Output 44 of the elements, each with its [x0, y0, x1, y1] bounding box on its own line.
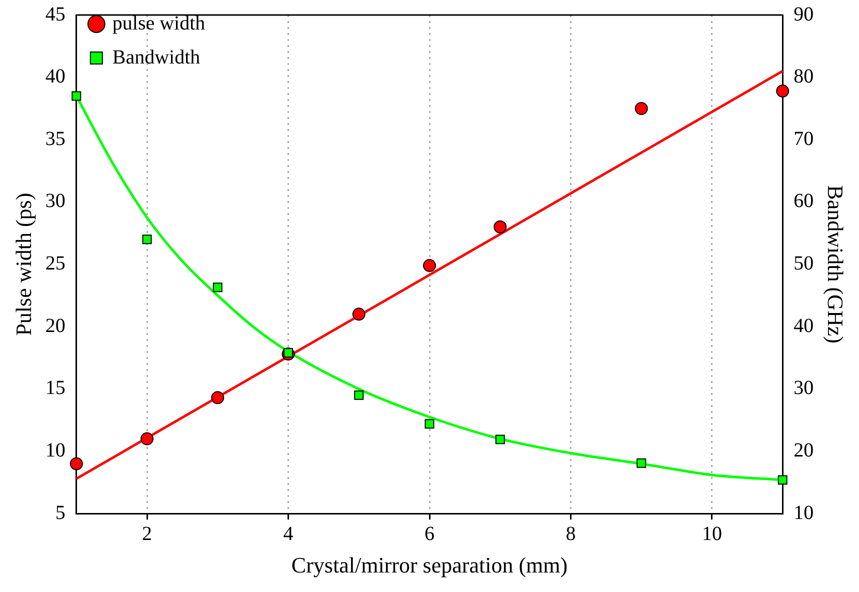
- point: [495, 434, 505, 444]
- y2-tick-label: 90: [794, 3, 814, 26]
- point: [70, 457, 83, 470]
- x-tick-label: 10: [702, 522, 722, 545]
- point: [354, 390, 364, 400]
- x-tick-label: 4: [283, 522, 294, 545]
- y2-axis-title: Bandwidth (GHz): [823, 185, 848, 344]
- y2-tick-label: 20: [794, 440, 814, 462]
- x-tick-label: 8: [566, 522, 576, 545]
- y2-tick-label: 50: [794, 252, 814, 275]
- point: [142, 234, 152, 244]
- y2-tick-label: 60: [794, 190, 814, 212]
- point: [636, 458, 646, 468]
- y2-tick-label: 70: [794, 128, 814, 150]
- point: [352, 308, 366, 321]
- point: [212, 282, 222, 292]
- y2-tick-label: 80: [794, 66, 814, 88]
- y-tick-label: 45: [45, 3, 66, 26]
- point: [72, 91, 82, 101]
- point: [423, 259, 436, 272]
- point: [494, 220, 507, 234]
- y2-tick-label: 10: [794, 502, 814, 524]
- y-tick-label: 20: [45, 314, 66, 337]
- y-axis-title: Pulse width (ps): [10, 192, 36, 336]
- x-axis-title: Crystal/mirror separation (mm): [291, 552, 568, 578]
- x-tick-label: 2: [142, 522, 152, 545]
- point: [211, 391, 224, 404]
- y-tick-label: 5: [55, 502, 66, 524]
- y2-tick-label: 40: [794, 314, 814, 337]
- y-tick-label: 35: [45, 128, 66, 150]
- y-tick-label: 40: [45, 66, 66, 88]
- y2-tick-label: 30: [794, 377, 814, 400]
- point: [140, 432, 154, 446]
- y-tick-label: 15: [45, 377, 66, 400]
- point: [634, 102, 648, 115]
- point: [778, 475, 788, 485]
- y-tick-label: 25: [45, 252, 66, 275]
- x-tick-label: 6: [424, 522, 434, 545]
- point: [776, 84, 790, 98]
- legend-label: Bandwidth: [112, 46, 200, 68]
- point: [424, 419, 434, 429]
- y-tick-label: 10: [45, 440, 66, 462]
- y-tick-label: 30: [45, 190, 66, 212]
- legend-label: pulse width: [112, 12, 206, 34]
